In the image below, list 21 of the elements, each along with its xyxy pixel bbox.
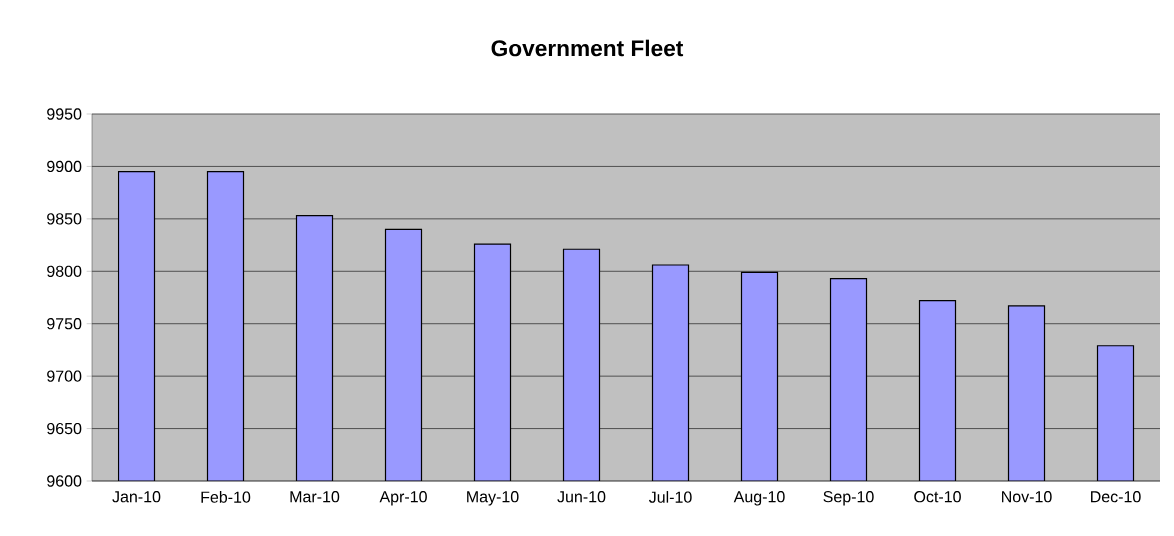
x-tick-label: Feb-10 (201, 491, 251, 503)
x-tick-label: Jul-10 (648, 491, 692, 503)
y-tick-label: 9900 (47, 160, 82, 173)
y-tick-label: 9850 (47, 213, 82, 225)
x-tick-label: Sep-10 (823, 491, 874, 506)
x-tick-label: May-10 (467, 491, 519, 506)
chart-title: Government Fleet (491, 39, 684, 57)
y-tick-label: 9950 (47, 108, 82, 120)
x-tick-label: Jan-10 (112, 491, 161, 503)
y-tick-label: 9650 (47, 422, 82, 435)
y-tick-label: 9600 (47, 475, 82, 487)
x-tick-label: Nov-10 (1002, 491, 1052, 503)
x-tick-label: Aug-10 (733, 491, 785, 506)
x-tick-label: Mar-10 (290, 491, 340, 503)
y-tick-label: 9700 (47, 370, 82, 382)
x-tick-label: Apr-10 (379, 491, 427, 506)
y-tick-label: 9750 (47, 318, 82, 330)
y-tick-label: 9800 (47, 265, 82, 277)
x-tick-label: Jun-10 (557, 491, 606, 503)
x-tick-label: Dec-10 (1091, 491, 1141, 503)
x-tick-label: Oct-10 (914, 491, 961, 503)
